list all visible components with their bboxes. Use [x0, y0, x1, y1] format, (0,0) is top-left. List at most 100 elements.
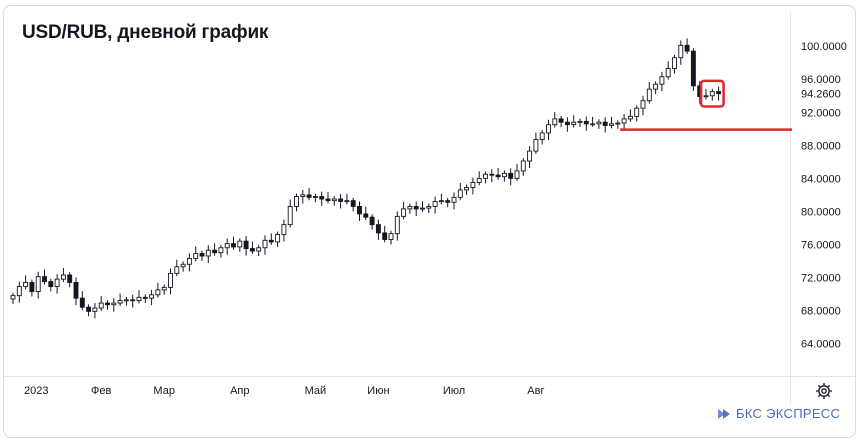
candle	[48, 278, 54, 292]
candle	[640, 95, 646, 116]
candle	[79, 291, 85, 311]
candle	[306, 187, 312, 201]
candle	[583, 116, 589, 131]
candle	[426, 203, 432, 214]
candle	[615, 120, 621, 129]
candle	[186, 253, 192, 272]
candle	[546, 119, 551, 140]
candle	[514, 163, 520, 182]
candle	[596, 119, 602, 129]
brand-text: БКС ЭКСПРЕСС	[736, 406, 841, 421]
candle	[98, 296, 104, 311]
bks-logo-icon	[718, 408, 730, 419]
candle	[363, 206, 369, 221]
candle	[256, 244, 262, 257]
y-tick-label: 64.0000	[801, 339, 841, 351]
candle	[23, 275, 29, 290]
candle	[42, 269, 47, 285]
candle	[483, 171, 488, 184]
candle	[665, 61, 671, 80]
candle	[199, 250, 205, 261]
candle	[281, 219, 287, 242]
candle	[438, 193, 444, 205]
candle	[558, 115, 564, 128]
candle	[527, 146, 533, 169]
candle	[123, 296, 129, 306]
candle	[92, 303, 98, 319]
candle	[716, 86, 722, 101]
candle	[331, 196, 337, 206]
candle	[577, 118, 583, 128]
candle	[10, 292, 16, 304]
x-tick-label: Мар	[153, 385, 175, 397]
candle	[451, 192, 457, 210]
x-tick-label: 2023	[24, 385, 48, 397]
highlight-box	[699, 79, 725, 108]
candle	[432, 196, 438, 214]
candle	[142, 294, 148, 304]
y-tick-label: 68.0000	[801, 306, 841, 318]
candle	[312, 193, 318, 203]
candle	[54, 274, 60, 294]
candle	[224, 238, 230, 255]
candle	[149, 289, 155, 306]
candle	[67, 272, 73, 288]
y-tick-label: 100.0000	[801, 41, 847, 53]
candle	[508, 168, 514, 186]
candle	[168, 268, 173, 295]
candle	[319, 191, 325, 207]
candle	[193, 246, 199, 262]
chart-panel	[3, 5, 856, 438]
y-tick-label: 76.0000	[801, 239, 841, 251]
candle	[105, 300, 110, 310]
candle	[602, 117, 608, 133]
candle	[29, 279, 35, 297]
candle	[218, 244, 224, 258]
candle	[539, 130, 545, 145]
candle	[495, 168, 501, 180]
candle	[180, 261, 186, 272]
candle	[401, 201, 407, 220]
candle	[212, 243, 218, 256]
candle	[16, 281, 22, 303]
candle	[445, 197, 451, 208]
candle	[350, 197, 356, 212]
candle	[231, 236, 236, 250]
candle	[590, 116, 596, 127]
chart-title: USD/RUB, дневной график	[22, 22, 269, 43]
candle	[684, 38, 690, 55]
candle	[174, 259, 180, 277]
candle	[672, 54, 677, 74]
candle	[275, 231, 281, 247]
candle	[262, 235, 268, 255]
candle	[161, 284, 167, 295]
candle	[501, 170, 507, 182]
brand: БКС ЭКСПРЕСС	[717, 406, 840, 421]
candle	[407, 203, 413, 214]
candle	[646, 82, 652, 104]
candle	[369, 214, 375, 230]
x-tick-label: Июл	[443, 385, 465, 397]
candle	[300, 189, 306, 204]
candle	[678, 40, 684, 65]
candle	[609, 116, 614, 129]
candle	[489, 169, 495, 183]
candle	[111, 298, 117, 312]
candle	[470, 177, 476, 195]
candle	[382, 225, 388, 243]
candle	[388, 230, 394, 245]
candle	[136, 290, 142, 304]
last-price-label: 94.2600	[801, 89, 841, 101]
candle	[394, 211, 400, 241]
x-tick-label: Авг	[527, 385, 544, 397]
y-tick-label: 92.0000	[801, 107, 841, 119]
candle	[249, 241, 255, 254]
candle	[375, 219, 381, 240]
candle	[117, 293, 123, 306]
x-tick-label: Апр	[230, 385, 249, 397]
candle	[564, 117, 570, 132]
candle	[344, 193, 350, 205]
gear-icon[interactable]	[813, 380, 835, 402]
candle	[357, 201, 362, 221]
